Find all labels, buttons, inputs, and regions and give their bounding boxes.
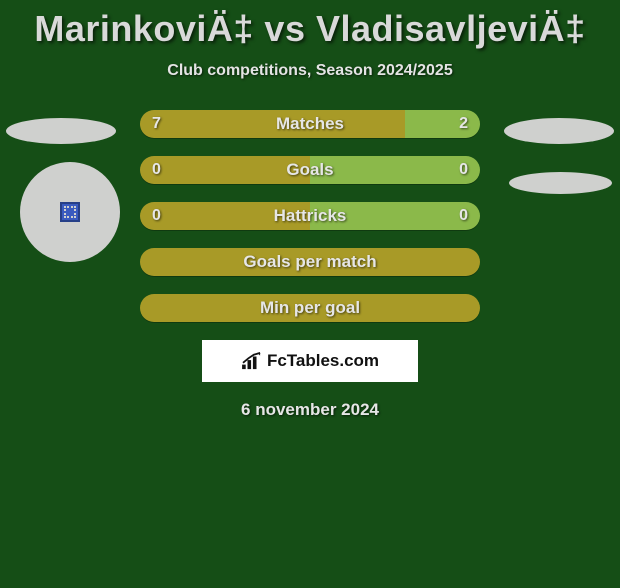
bar-value-left: 7 [152, 110, 161, 138]
bar-row: Goals per match [140, 248, 480, 276]
bar-segment-left [140, 110, 405, 138]
bar-value-left: 0 [152, 156, 161, 184]
avatar-icon [60, 202, 80, 222]
player-left-placeholder [6, 118, 116, 144]
bar-segment-left [140, 202, 310, 230]
player-right-placeholder [504, 118, 614, 144]
bar-segment-left [140, 156, 310, 184]
player-right-placeholder-2 [509, 172, 612, 194]
brand-icon [241, 352, 263, 370]
bar-row: 00Goals [140, 156, 480, 184]
bar-row: 00Hattricks [140, 202, 480, 230]
player-left-avatar [20, 162, 120, 262]
bar-segment-right [405, 110, 480, 138]
comparison-chart: 72Matches00Goals00HattricksGoals per mat… [0, 110, 620, 420]
bar-row: Min per goal [140, 294, 480, 322]
bar-segment-right [310, 202, 480, 230]
bar-value-right: 0 [459, 156, 468, 184]
subtitle: Club competitions, Season 2024/2025 [0, 62, 620, 80]
bar-segment-right [310, 156, 480, 184]
bar-value-right: 0 [459, 202, 468, 230]
date-text: 6 november 2024 [0, 400, 620, 420]
bar-segment-left [140, 294, 480, 322]
bars-container: 72Matches00Goals00HattricksGoals per mat… [140, 110, 480, 322]
page-title: MarinkoviÄ‡ vs VladisavljeviÄ‡ [0, 8, 620, 50]
bar-value-left: 0 [152, 202, 161, 230]
bar-segment-left [140, 248, 480, 276]
brand-text: FcTables.com [267, 351, 379, 371]
brand-box: FcTables.com [202, 340, 418, 382]
bar-row: 72Matches [140, 110, 480, 138]
bar-value-right: 2 [459, 110, 468, 138]
